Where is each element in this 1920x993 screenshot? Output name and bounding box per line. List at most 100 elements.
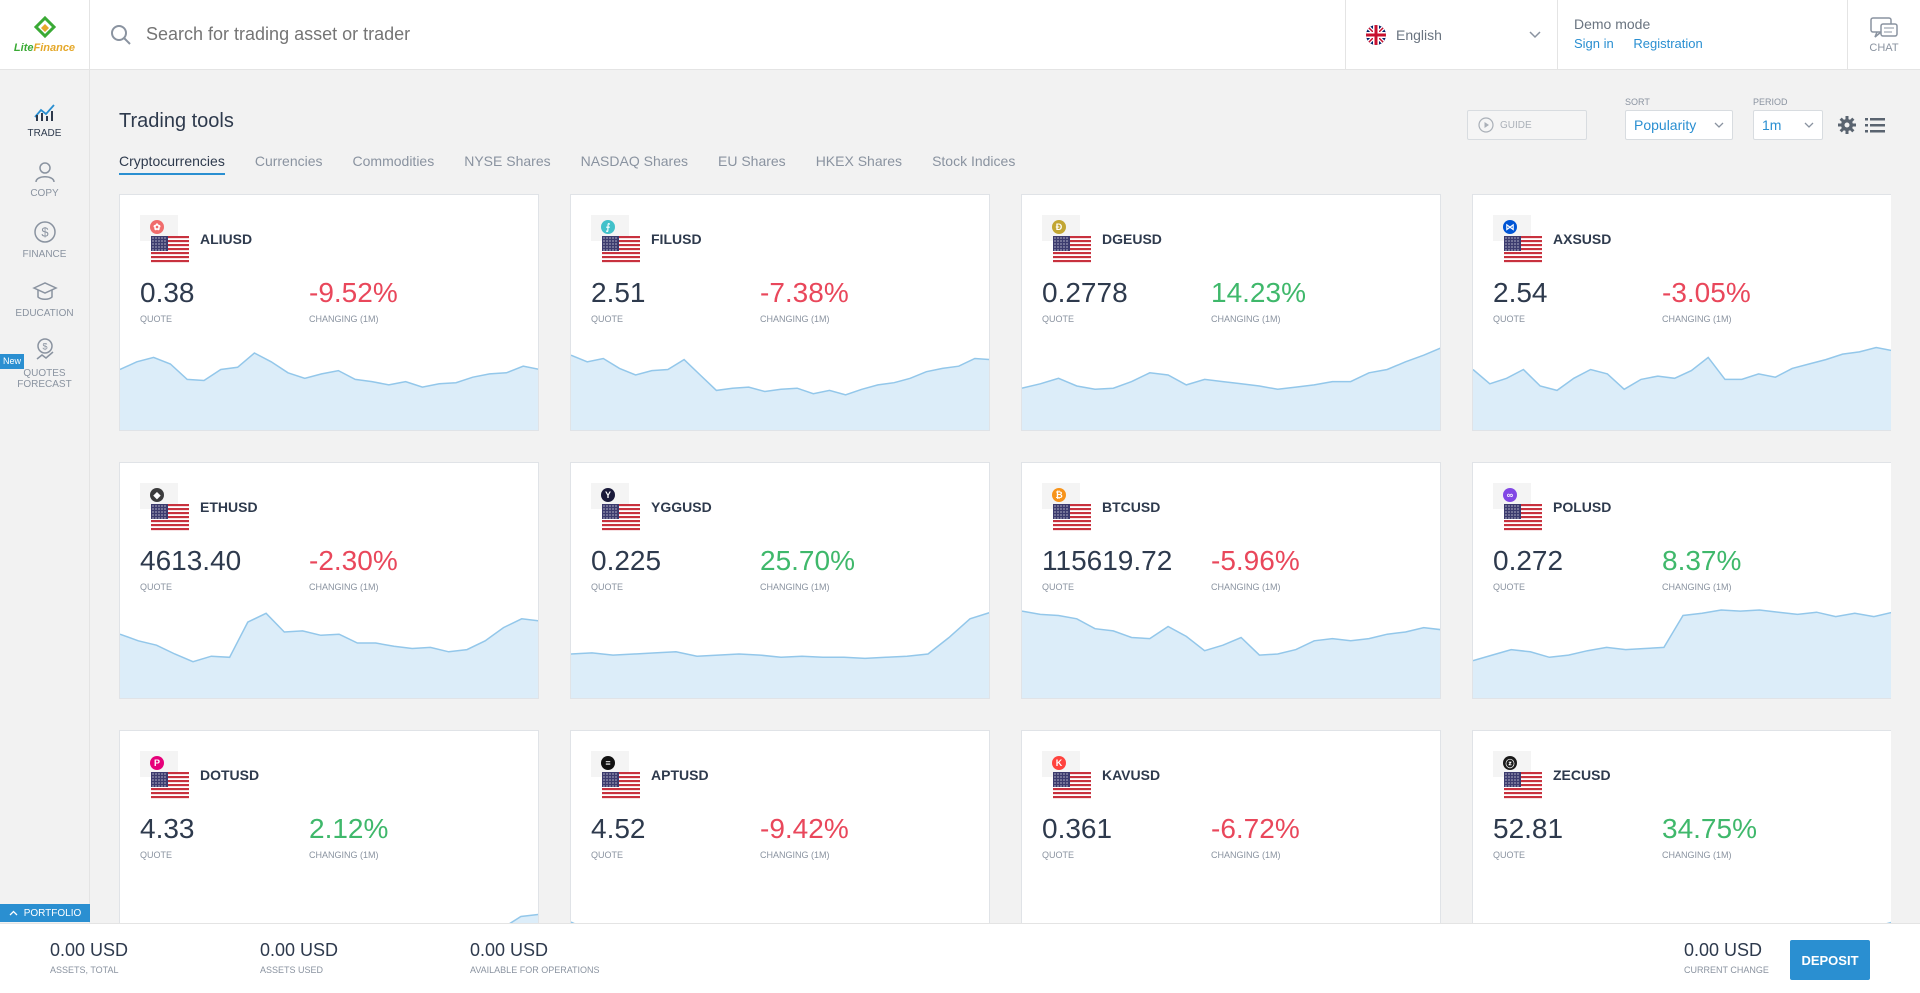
price-sparkline <box>120 612 538 698</box>
asset-symbol: ZECUSD <box>1553 767 1611 783</box>
account-footer: 0.00 USD ASSETS, TOTAL 0.00 USD ASSETS U… <box>0 923 1920 993</box>
tab-nasdaq-shares[interactable]: NASDAQ Shares <box>580 153 688 169</box>
change-label: CHANGING (1M) <box>1662 314 1732 324</box>
sidebar-item-finance[interactable]: $ FINANCE <box>0 210 89 270</box>
sign-in-link[interactable]: Sign in <box>1574 36 1614 51</box>
asset-card[interactable]: P DOTUSD 4.33 QUOTE 2.12% CHANGING (1M) <box>119 730 539 924</box>
asset-card[interactable]: ∞ POLUSD 0.272 QUOTE 8.37% CHANGING (1M) <box>1472 462 1891 699</box>
asset-symbol: AXSUSD <box>1553 231 1612 247</box>
chat-icon <box>1870 16 1898 38</box>
tab-hkex-shares[interactable]: HKEX Shares <box>815 153 903 169</box>
asset-card[interactable]: ✿ ALIUSD 0.38 QUOTE -9.52% CHANGING (1M) <box>119 194 539 431</box>
sort-select[interactable]: Popularity <box>1625 110 1733 140</box>
asset-symbol: APTUSD <box>651 767 709 783</box>
asset-card[interactable]: K KAVUSD 0.361 QUOTE -6.72% CHANGING (1M) <box>1021 730 1441 924</box>
asset-icons: Y <box>591 483 640 533</box>
sparkline-line <box>571 612 989 660</box>
current-change-value: 0.00 USD <box>1684 940 1763 960</box>
coin-symbol-icon: ⓩ <box>1503 756 1517 770</box>
quote-label: QUOTE <box>140 850 173 860</box>
deposit-button[interactable]: DEPOSIT <box>1790 940 1870 980</box>
asset-card[interactable]: ⨍ FILUSD 2.51 QUOTE -7.38% CHANGING (1M) <box>570 194 990 431</box>
sidebar-label-finance: FINANCE <box>22 249 67 260</box>
asset-icons: ◆ <box>140 483 189 533</box>
asset-change: 25.70% <box>760 545 855 576</box>
tab-currencies[interactable]: Currencies <box>254 153 323 169</box>
sort-value: Popularity <box>1634 117 1697 133</box>
change-label: CHANGING (1M) <box>309 314 379 324</box>
guide-button[interactable]: GUIDE <box>1467 110 1587 140</box>
chevron-down-icon <box>1529 30 1541 38</box>
sidebar-item-education[interactable]: EDUCATION <box>0 270 89 330</box>
asset-symbol: DOTUSD <box>200 767 260 783</box>
sparkline-line <box>1022 347 1440 391</box>
quote-label: QUOTE <box>1042 314 1075 324</box>
period-label: PERIOD <box>1753 97 1788 107</box>
us-flag-icon <box>1504 236 1542 264</box>
asset-card[interactable]: ₿ BTCUSD 115619.72 QUOTE -5.96% CHANGING (1M) <box>1021 462 1441 699</box>
portfolio-toggle[interactable]: PORTFOLIO <box>0 904 90 922</box>
asset-card[interactable]: Ð DGEUSD 0.2778 QUOTE 14.23% CHANGING (1M) <box>1021 194 1441 431</box>
top-header: LiteFinance English Demo mode Sign in Re… <box>0 0 1920 70</box>
asset-grid: ✿ ALIUSD 0.38 QUOTE -9.52% CHANGING (1M) ⨍ FILU… <box>119 194 1891 924</box>
asset-card[interactable]: ⋈ AXSUSD 2.54 QUOTE -3.05% CHANGING (1M) <box>1472 194 1891 431</box>
sidebar-item-trade[interactable]: TRADE <box>0 90 89 150</box>
logo-text: LiteFinance <box>13 42 76 54</box>
list-view-icon[interactable] <box>1865 116 1885 134</box>
change-label: CHANGING (1M) <box>760 314 830 324</box>
sidebar: TRADE COPY $ FINANCE EDUCATION New $ QUO… <box>0 70 90 993</box>
asset-symbol: FILUSD <box>651 231 702 247</box>
us-flag-icon <box>1053 504 1091 532</box>
tab-cryptocurrencies[interactable]: Cryptocurrencies <box>119 153 225 175</box>
language-select[interactable]: English <box>1346 0 1558 69</box>
sidebar-item-quotes-forecast[interactable]: New $ QUOTES FORECAST <box>0 330 89 396</box>
sparkline-line <box>1473 346 1891 392</box>
asset-quote: 4613.40 <box>140 545 242 576</box>
asset-card[interactable]: ⓩ ZECUSD 52.81 QUOTE 34.75% CHANGING (1M) <box>1472 730 1891 924</box>
quote-label: QUOTE <box>1493 582 1526 592</box>
assets-total-value: 0.00 USD <box>50 940 129 960</box>
search-input[interactable] <box>146 24 1046 45</box>
asset-quote: 2.51 <box>591 277 646 308</box>
asset-icons: K <box>1042 751 1091 801</box>
asset-change: -5.96% <box>1211 545 1300 576</box>
coin-symbol-icon: ◆ <box>150 488 164 502</box>
us-flag-icon <box>151 236 189 264</box>
chevron-down-icon <box>1804 122 1814 128</box>
registration-link[interactable]: Registration <box>1633 36 1703 51</box>
chart-icon <box>33 104 55 121</box>
price-sparkline <box>507 913 538 924</box>
demo-mode-label: Demo mode <box>1574 16 1651 32</box>
coin-symbol-icon: Y <box>601 488 615 502</box>
tab-nyse-shares[interactable]: NYSE Shares <box>464 153 551 169</box>
sidebar-item-copy[interactable]: COPY <box>0 150 89 210</box>
sort-label: SORT <box>1625 97 1650 107</box>
category-tabs: Cryptocurrencies Currencies Commodities … <box>119 153 1015 175</box>
logo-icon <box>33 16 56 39</box>
us-flag-icon <box>602 236 640 264</box>
gear-icon[interactable] <box>1837 115 1857 135</box>
period-select[interactable]: 1m <box>1753 110 1823 140</box>
asset-card[interactable]: ◆ ETHUSD 4613.40 QUOTE -2.30% CHANGING (1M) <box>119 462 539 699</box>
change-label: CHANGING (1M) <box>1662 850 1732 860</box>
quote-label: QUOTE <box>591 850 624 860</box>
tab-commodities[interactable]: Commodities <box>352 153 435 169</box>
graduation-cap-icon <box>31 282 58 300</box>
logo[interactable]: LiteFinance <box>0 0 90 70</box>
asset-change: -7.38% <box>760 277 849 308</box>
asset-quote: 52.81 <box>1493 813 1564 844</box>
chat-button[interactable]: CHAT <box>1848 0 1920 69</box>
tab-stock-indices[interactable]: Stock Indices <box>932 153 1016 169</box>
sparkline-area <box>571 612 989 698</box>
us-flag-icon <box>602 772 640 800</box>
asset-card[interactable]: ≡ APTUSD 4.52 QUOTE -9.42% CHANGING (1M) <box>570 730 990 924</box>
current-change: 0.00 USD CURRENT CHANGE <box>1684 940 1769 975</box>
asset-card[interactable]: Y YGGUSD 0.225 QUOTE 25.70% CHANGING (1M) <box>570 462 990 699</box>
tab-eu-shares[interactable]: EU Shares <box>717 153 786 169</box>
sparkline-area <box>509 914 538 924</box>
coin-symbol-icon: ₿ <box>1052 488 1066 502</box>
asset-icons: ≡ <box>591 751 640 801</box>
asset-change: 2.12% <box>309 813 389 844</box>
sparkline-area <box>120 613 538 698</box>
us-flag-icon <box>1504 504 1542 532</box>
